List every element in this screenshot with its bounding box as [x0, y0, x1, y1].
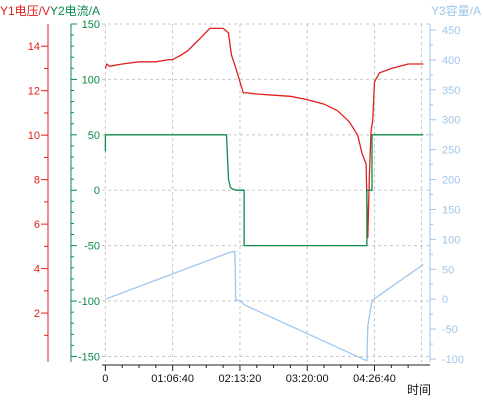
y3-tick-label: 250 [442, 145, 460, 157]
y1-tick-label: 12 [28, 86, 40, 98]
y2-tick-label: 100 [82, 74, 100, 86]
y2-tick-label: -100 [78, 296, 100, 308]
x-tick-label: 02:13:20 [219, 373, 262, 385]
y1-tick-label: 4 [34, 264, 40, 276]
x-tick-label: 0 [102, 373, 108, 385]
series-line-capacity [105, 250, 424, 362]
y3-tick-label: 100 [442, 234, 460, 246]
legend-label-current: Y2电流/A [50, 4, 100, 18]
y3-tick-label: 350 [442, 85, 460, 97]
y1-tick-label: 8 [34, 175, 40, 187]
y2-tick-label: 0 [94, 185, 100, 197]
grid [102, 23, 430, 362]
y2-tick-label: 50 [88, 130, 100, 142]
y1-tick-label: 6 [34, 219, 40, 231]
legend: Y1电压/V Y2电流/A Y3容量/A [0, 3, 481, 18]
x-tick-label: 01:06:40 [151, 373, 194, 385]
x-tick-label: 04:26:40 [353, 373, 396, 385]
plot-area [102, 24, 430, 362]
axes: 2 4 6 8 10 12 14 -150 -100 -50 0 50 100 150 -100 -50 0 50… [28, 19, 464, 385]
series-group [104, 27, 424, 362]
series-line-voltage [104, 27, 424, 239]
legend-label-capacity: Y3容量/A [431, 3, 481, 18]
y3-tick-label: 50 [442, 264, 454, 276]
y1-tick-label: 10 [28, 130, 40, 142]
y3-tick-label: -100 [442, 354, 464, 366]
y3-tick-label: 450 [442, 25, 460, 37]
y1-tick-label: 2 [34, 308, 40, 320]
y1-tick-label: 14 [28, 41, 40, 53]
series-line-current [104, 134, 424, 247]
y3-tick-label: 0 [442, 294, 448, 306]
y3-tick-label: 200 [442, 175, 460, 187]
y3-tick-label: -50 [442, 324, 458, 336]
y3-tick-label: 150 [442, 204, 460, 216]
legend-label-voltage: Y1电压/V [0, 4, 50, 18]
y3-tick-label: 300 [442, 115, 460, 127]
x-axis-title: 时间 [407, 383, 431, 397]
y2-tick-label: -150 [78, 351, 100, 363]
y3-tick-label: 400 [442, 55, 460, 67]
y2-tick-label: -50 [84, 241, 100, 253]
x-tick-label: 03:20:00 [286, 373, 329, 385]
y2-tick-label: 150 [82, 19, 100, 31]
